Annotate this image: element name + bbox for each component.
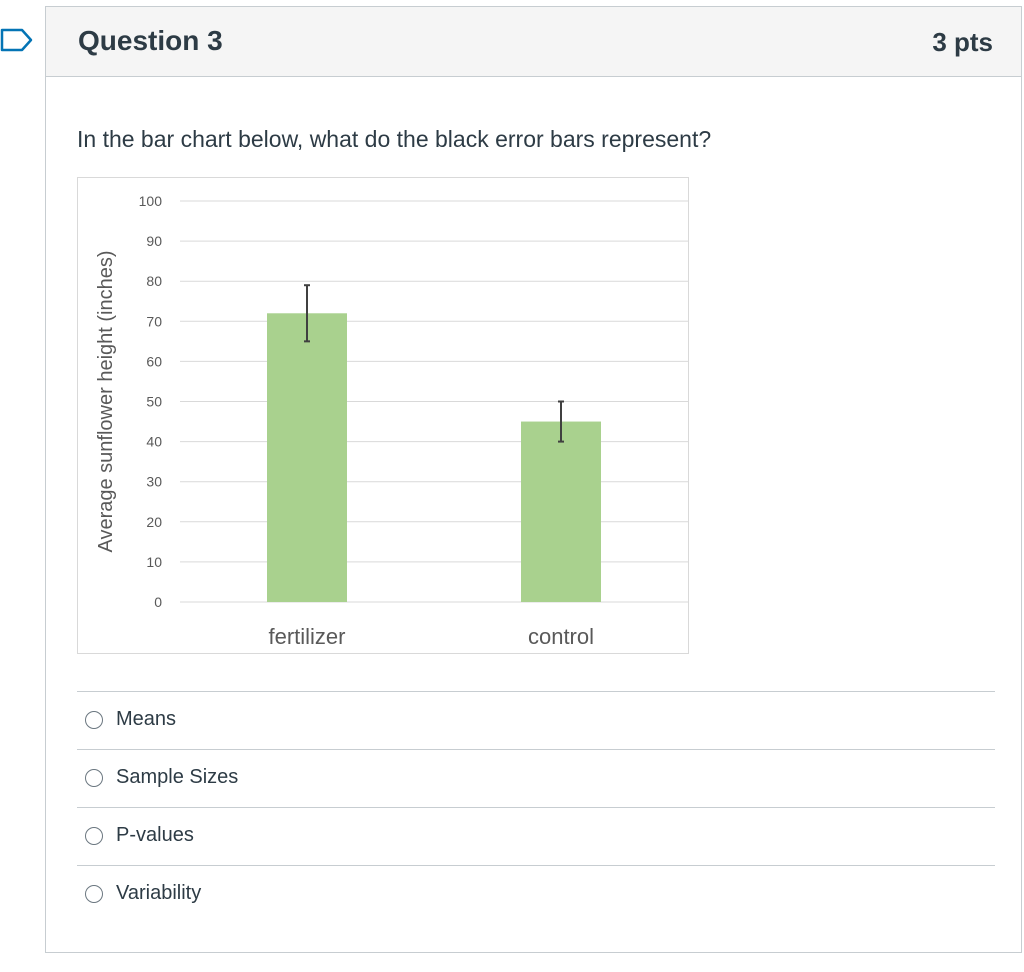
bar-chart: 0 10 20 30 40 50 60 70 80 90 100 Average sunflower …: [77, 177, 689, 654]
radio-button[interactable]: [85, 769, 103, 787]
radio-button[interactable]: [85, 827, 103, 845]
y-tick-label: 30: [146, 474, 162, 490]
radio-button[interactable]: [85, 885, 103, 903]
radio-button[interactable]: [85, 711, 103, 729]
question-points: 3 pts: [932, 27, 993, 57]
y-tick-label: 90: [146, 233, 162, 249]
answer-option[interactable]: Means: [77, 691, 995, 749]
question-header: Question 3 3 pts: [46, 7, 1021, 77]
question-prompt: In the bar chart below, what do the blac…: [77, 126, 712, 152]
y-tick-label: 80: [146, 273, 162, 289]
question-card: Question 3 3 pts In the bar chart below,…: [45, 6, 1022, 953]
question-title: Question 3: [78, 25, 223, 56]
flag-question-icon[interactable]: [0, 26, 34, 54]
y-tick-label: 0: [154, 594, 162, 610]
answer-label: P-values: [116, 824, 194, 846]
y-tick-label: 20: [146, 514, 162, 530]
y-tick-label: 10: [146, 554, 162, 570]
x-tick-label: control: [528, 624, 594, 649]
y-axis-label: Average sunflower height (inches): [95, 250, 117, 552]
answer-list: Means Sample Sizes P-values Variability: [77, 691, 995, 923]
answer-option[interactable]: P-values: [77, 807, 995, 865]
answer-option[interactable]: Variability: [77, 865, 995, 923]
bar-chart-svg: 0 10 20 30 40 50 60 70 80 90 100 Average sunflower …: [95, 193, 688, 649]
y-tick-label: 40: [146, 434, 162, 450]
answer-option[interactable]: Sample Sizes: [77, 749, 995, 807]
answer-label: Means: [116, 708, 177, 730]
answer-label: Variability: [116, 882, 202, 904]
x-tick-label: fertilizer: [268, 624, 345, 649]
answer-label: Sample Sizes: [116, 766, 239, 788]
y-tick-label: 70: [146, 313, 162, 329]
bar: [521, 421, 601, 602]
bar: [267, 313, 347, 602]
y-tick-label: 50: [146, 394, 162, 410]
y-tick-label: 100: [139, 193, 163, 209]
y-tick-label: 60: [146, 353, 162, 369]
